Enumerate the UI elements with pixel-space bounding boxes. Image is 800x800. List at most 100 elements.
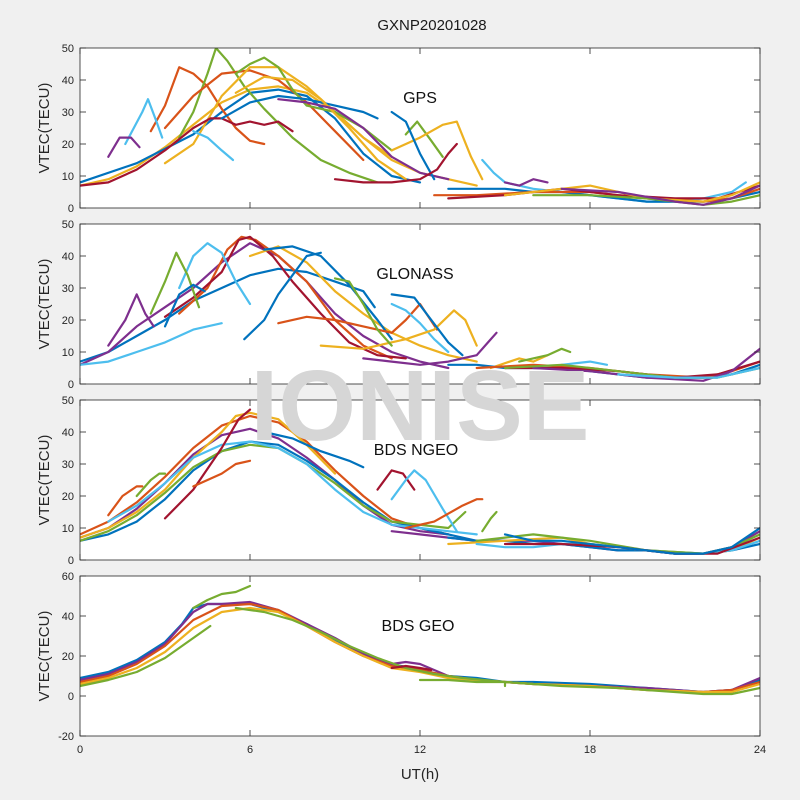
y-tick-label: 30 [62,283,74,295]
y-tick-label: 0 [68,555,74,567]
series-line-9 [107,136,141,158]
series-line-11 [376,469,416,491]
series-line-11 [263,245,393,341]
series-line-0 [80,414,450,536]
x-axis-label: UT(h) [401,766,439,783]
series-line-13 [404,498,484,530]
y-tick-label: 0 [68,691,74,703]
series-line-8 [135,472,167,498]
y-tick-label: 30 [62,459,74,471]
series-line-10 [243,251,322,341]
series-line-10 [263,430,365,469]
series-line-6 [124,98,164,146]
series-line-25 [560,184,760,206]
series-line-7 [107,293,155,347]
y-tick-label: 0 [68,203,74,215]
x-tick-label: 18 [584,744,596,756]
plot-area [80,48,760,208]
series-line-12 [390,469,458,533]
series-line-5 [192,584,252,610]
series-line-19 [518,347,572,363]
y-tick-label: 40 [62,611,74,623]
series-line-14 [481,510,498,533]
y-tick-label: -20 [58,731,74,743]
series-line-7 [107,485,144,517]
x-tick-label: 6 [247,744,253,756]
series-line-16 [390,293,464,357]
series-line-2 [178,235,393,360]
series-group [80,584,760,696]
panel-2: 0 10 20 30 40 50 VTEC(TECU) BDS NGEO [36,395,761,567]
series-line-6 [234,606,760,696]
series-line-14 [319,309,478,350]
series-group [80,408,760,555]
y-axis-label: VTEC(TECU) [36,83,53,174]
chart-title: GXNP20201028 [377,17,486,34]
series-line-3 [163,235,407,360]
y-tick-label: 0 [68,379,74,391]
series-line-4 [80,624,212,688]
series-group [80,48,760,206]
series-line-5 [107,440,478,536]
series-line-5 [178,242,252,306]
y-tick-label: 40 [62,251,74,263]
y-tick-label: 20 [62,139,74,151]
series-line-17 [333,142,458,184]
series-line-20 [560,360,609,366]
panel-label: GLONASS [376,266,453,283]
panel-label: BDS NGEO [374,442,458,459]
x-tick-label: 0 [77,744,83,756]
y-tick-label: 50 [62,43,74,55]
y-axis-label: VTEC(TECU) [36,435,53,526]
panel-0: 0 10 20 30 40 50 VTEC(TECU) GPS [36,43,761,215]
series-line-8 [80,117,294,187]
series-line-9 [80,322,223,366]
panel-label: GPS [403,90,437,107]
series-line-4 [163,69,365,162]
y-tick-label: 20 [62,315,74,327]
series-line-26 [617,366,760,379]
panel-1: 0 10 20 30 40 50 VTEC(TECU) GLONASS [36,219,761,391]
x-tick-label: 12 [414,744,426,756]
y-tick-label: 20 [62,491,74,503]
y-axis-label: VTEC(TECU) [36,611,53,702]
series-line-21 [503,526,760,555]
series-line-4 [248,245,478,363]
series-line-6 [163,408,252,520]
series-line-13 [277,98,450,181]
panel-label: BDS GEO [382,618,455,635]
series-line-7 [192,130,235,162]
series-line-8 [163,283,206,328]
series-line-15 [333,277,393,347]
y-tick-label: 40 [62,427,74,439]
y-tick-label: 60 [62,571,74,583]
y-tick-label: 40 [62,75,74,87]
series-line-2 [149,66,266,146]
series-line-9 [192,459,252,488]
series-line-3 [178,48,379,184]
plot-area [80,576,760,736]
y-tick-label: 10 [62,347,74,359]
series-line-16 [390,110,436,181]
series-line-8 [418,678,507,688]
series-line-19 [503,178,549,187]
series-line-13 [390,302,450,354]
series-line-14 [404,120,444,158]
y-tick-label: 10 [62,171,74,183]
watermark: IONISE [251,350,590,462]
series-line-2 [80,411,337,539]
y-tick-label: 50 [62,395,74,407]
y-tick-label: 30 [62,107,74,119]
y-axis-label: VTEC(TECU) [36,259,53,350]
y-tick-label: 10 [62,523,74,535]
series-line-24 [532,347,760,382]
y-tick-label: 50 [62,219,74,231]
series-line-12 [234,75,407,181]
series-line-11 [220,94,379,120]
series-line-7 [390,664,433,672]
series-group [80,235,760,382]
x-tick-label: 24 [754,744,766,756]
y-tick-label: 20 [62,651,74,663]
